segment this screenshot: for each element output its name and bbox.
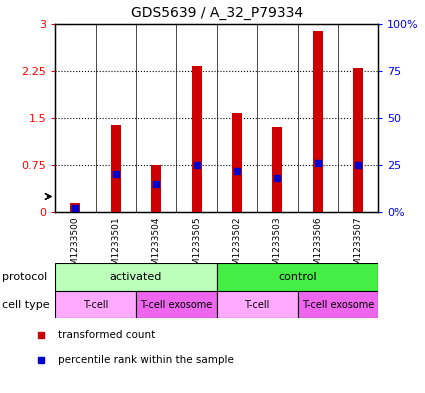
- Bar: [313, 31, 323, 212]
- Text: GSM1233501: GSM1233501: [111, 216, 120, 277]
- Bar: [353, 68, 363, 212]
- Bar: [136, 291, 217, 318]
- Bar: [298, 291, 378, 318]
- Bar: [217, 291, 298, 318]
- Bar: [151, 165, 161, 212]
- Text: percentile rank within the sample: percentile rank within the sample: [58, 354, 234, 365]
- Text: GSM1233502: GSM1233502: [232, 216, 241, 277]
- Text: GSM1233503: GSM1233503: [273, 216, 282, 277]
- Text: T-cell: T-cell: [244, 299, 270, 310]
- Bar: [111, 125, 121, 212]
- Bar: [55, 291, 136, 318]
- Text: cell type: cell type: [2, 299, 50, 310]
- Bar: [217, 263, 378, 291]
- Text: GSM1233507: GSM1233507: [354, 216, 363, 277]
- Bar: [192, 66, 201, 212]
- Bar: [71, 203, 80, 212]
- Text: activated: activated: [110, 272, 162, 282]
- Text: GSM1233500: GSM1233500: [71, 216, 80, 277]
- Text: control: control: [278, 272, 317, 282]
- Text: T-cell exosome: T-cell exosome: [302, 299, 374, 310]
- Text: GSM1233505: GSM1233505: [192, 216, 201, 277]
- Bar: [55, 263, 217, 291]
- Bar: [232, 113, 242, 212]
- Text: protocol: protocol: [2, 272, 47, 282]
- Bar: [272, 127, 282, 212]
- Title: GDS5639 / A_32_P79334: GDS5639 / A_32_P79334: [130, 6, 303, 20]
- Text: T-cell: T-cell: [83, 299, 108, 310]
- Text: GSM1233504: GSM1233504: [152, 216, 161, 277]
- Text: T-cell exosome: T-cell exosome: [140, 299, 212, 310]
- Text: GSM1233506: GSM1233506: [313, 216, 322, 277]
- Text: transformed count: transformed count: [58, 330, 156, 340]
